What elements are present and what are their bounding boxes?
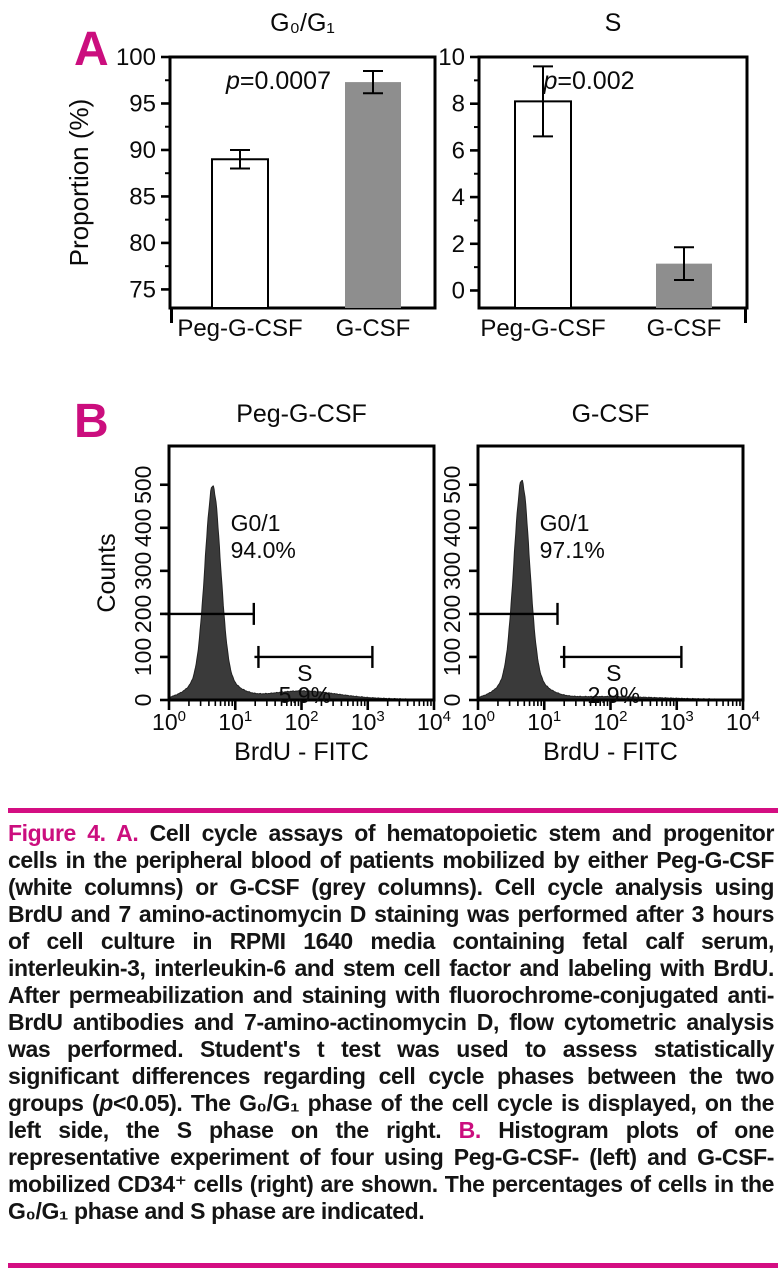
y-tick-label: 300	[439, 552, 465, 590]
figure-caption: Figure 4. A. Cell cycle assays of hemato…	[8, 820, 774, 1225]
y-tick-label: 0	[452, 277, 465, 304]
y-tick-label: 95	[129, 90, 156, 117]
y-tick-label: 8	[452, 91, 465, 118]
axis-box	[477, 55, 749, 310]
p-value-label: p=0.0007	[225, 67, 331, 95]
x-tick-label: 103	[660, 708, 694, 735]
caption-body-2: <0.05). The G₀/G₁ phase of the cell cycl…	[8, 1090, 774, 1143]
x-tick-label: 100	[461, 708, 495, 735]
y-tick-label: 400	[130, 509, 156, 547]
y-tick-label: 400	[439, 509, 465, 547]
y-tick-label: 100	[439, 638, 465, 676]
x-tick-label: 103	[351, 708, 385, 735]
x-axis-label: BrdU - FITC	[543, 738, 678, 766]
x-tick-label: 104	[726, 708, 760, 735]
caption-b-label: B.	[458, 1117, 482, 1143]
y-tick-label: 2	[452, 231, 465, 258]
annotation-s-pct: 5.9%	[279, 682, 331, 708]
chart-title: S	[605, 9, 622, 37]
chart-title: G-CSF	[572, 400, 650, 428]
x-axis-label: BrdU - FITC	[234, 738, 369, 766]
caption-body-3: Histogram plots of one representative ex…	[8, 1117, 774, 1224]
panel-b-label: B	[74, 395, 109, 448]
x-tick-label: 102	[285, 708, 319, 735]
y-tick-label: 200	[439, 595, 465, 633]
category-label: G-CSF	[336, 315, 411, 342]
y-tick-label: 500	[439, 466, 465, 504]
x-tick-label: 104	[417, 708, 451, 735]
annotation-s-label: S	[297, 660, 312, 686]
x-tick-label: 101	[527, 708, 561, 735]
p-value-label: p=0.002	[542, 67, 634, 95]
category-label: Peg-G-CSF	[177, 315, 302, 342]
y-tick-label: 80	[129, 230, 156, 257]
caption-figure-label: Figure 4. A.	[8, 820, 139, 846]
chart-title: Peg-G-CSF	[236, 400, 367, 428]
annotation-g01-pct: 94.0%	[231, 537, 296, 563]
caption-p-italic: p	[99, 1090, 113, 1116]
axis-box	[168, 55, 437, 310]
y-tick-label: 85	[129, 183, 156, 210]
x-tick-label: 100	[152, 708, 186, 735]
category-label: G-CSF	[647, 315, 722, 342]
bar-chart-a1: 75 80 85 90 95 100 Peg-G-CSF G-CSF G₀/G₁ p=0.0007…	[64, 9, 437, 342]
y-tick-label: 100	[116, 44, 156, 71]
annotation-g01-label: G0/1	[540, 510, 590, 536]
y-tick-label: 300	[130, 552, 156, 590]
annotation-g01-label: G0/1	[231, 510, 281, 536]
y-tick-label: 0	[439, 694, 465, 707]
bar-peg-g-csf	[211, 158, 269, 309]
y-tick-label: 6	[452, 137, 465, 164]
bar-g-csf	[345, 82, 401, 308]
x-tick-label: 102	[594, 708, 628, 735]
annotation-s-pct: 2.9%	[588, 682, 640, 708]
y-tick-label: 90	[129, 137, 156, 164]
category-label: Peg-G-CSF	[480, 315, 605, 342]
counts-label: Counts	[93, 533, 121, 612]
y-tick-label: 200	[130, 595, 156, 633]
caption-top-rule	[8, 808, 778, 813]
y-axis-label: Proportion (%)	[64, 99, 94, 267]
y-tick-label: 4	[452, 184, 465, 211]
annotation-g01-pct: 97.1%	[540, 537, 605, 563]
y-tick-label: 0	[130, 694, 156, 707]
caption-body-1: Cell cycle assays of hematopoietic stem …	[8, 820, 774, 1116]
x-tick-label: 101	[218, 708, 252, 735]
bar-chart-a2: 0 2 4 6 8 10 Peg-G-CSF G-CSF Sp=0.002	[438, 9, 749, 342]
y-tick-label: 75	[129, 276, 156, 303]
chart-title: G₀/G₁	[270, 9, 335, 37]
y-tick-label: 100	[130, 638, 156, 676]
y-tick-label: 500	[130, 466, 156, 504]
y-tick-label: 10	[438, 44, 465, 71]
annotation-s-label: S	[606, 660, 621, 686]
panel-a-label: A	[74, 23, 109, 76]
caption-bottom-rule	[8, 1263, 778, 1268]
